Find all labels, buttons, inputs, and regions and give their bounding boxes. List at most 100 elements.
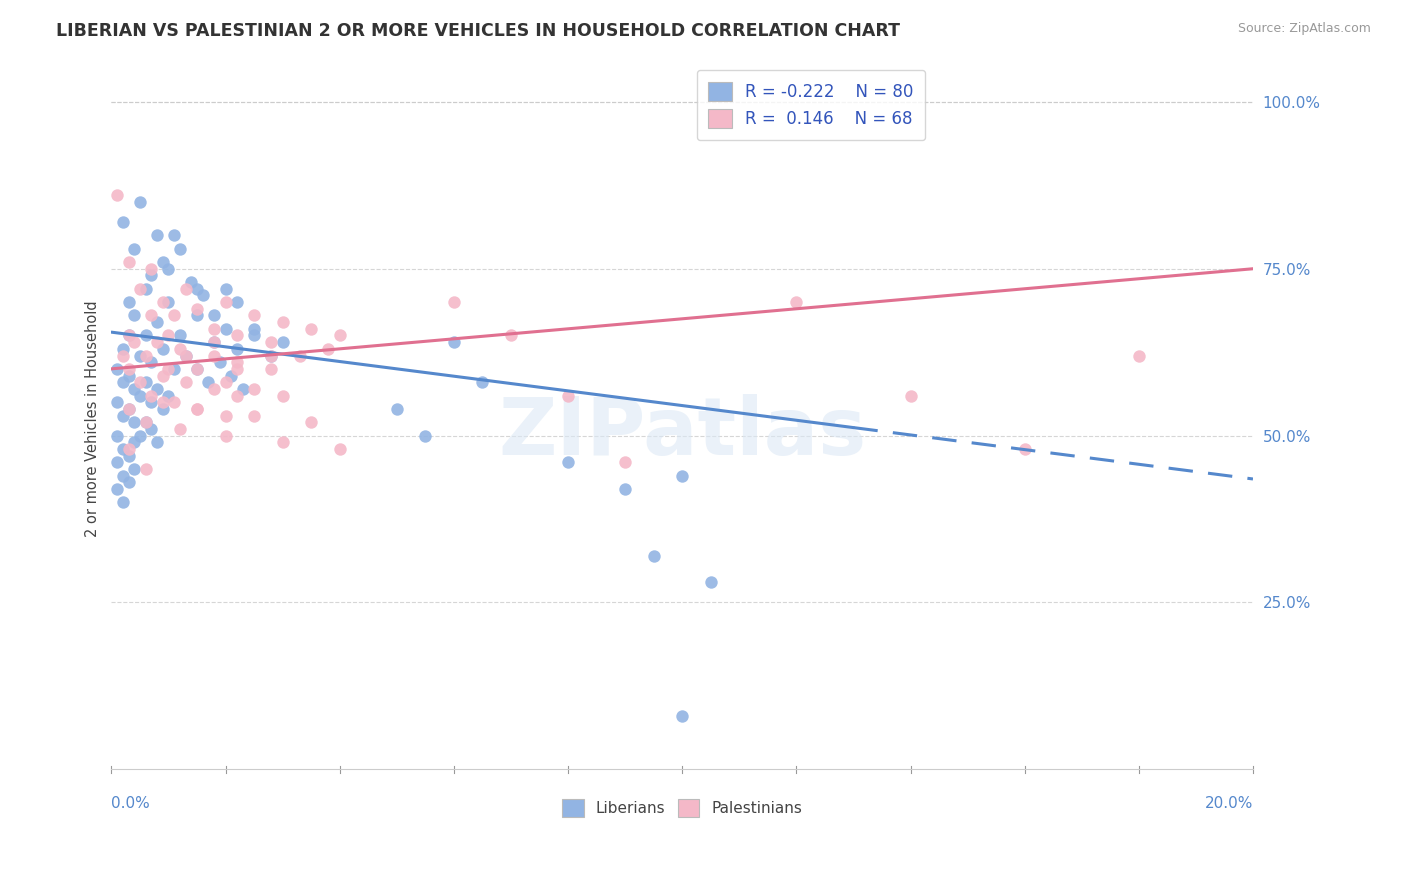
Point [243,322,266,336]
Point [163,362,186,376]
Point [163,395,186,409]
Point [122,309,145,323]
Point [226,328,249,343]
Point [191,288,214,302]
Point [141,422,163,436]
Point [174,375,197,389]
Point [111,409,134,423]
Point [111,468,134,483]
Point [129,282,152,296]
Point [117,475,139,490]
Point [385,401,408,416]
Point [169,342,191,356]
Point [117,362,139,376]
Point [202,382,225,396]
Point [111,375,134,389]
Point [117,401,139,416]
Y-axis label: 2 or more Vehicles in Household: 2 or more Vehicles in Household [86,301,100,537]
Text: LIBERIAN VS PALESTINIAN 2 OR MORE VEHICLES IN HOUSEHOLD CORRELATION CHART: LIBERIAN VS PALESTINIAN 2 OR MORE VEHICL… [56,22,900,40]
Point [214,428,236,442]
Point [271,388,294,402]
Point [671,468,693,483]
Point [117,328,139,343]
Text: 20.0%: 20.0% [1205,796,1253,811]
Legend: Liberians, Palestinians: Liberians, Palestinians [554,792,810,825]
Point [135,415,157,429]
Point [186,362,208,376]
Point [186,401,208,416]
Point [157,362,180,376]
Point [141,395,163,409]
Point [186,401,208,416]
Point [900,388,922,402]
Point [152,401,174,416]
Point [111,342,134,356]
Point [163,309,186,323]
Point [643,549,665,563]
Point [157,388,180,402]
Point [105,395,128,409]
Point [146,382,169,396]
Point [135,415,157,429]
Point [243,309,266,323]
Point [117,442,139,456]
Point [186,309,208,323]
Point [260,335,283,350]
Point [152,295,174,310]
Point [117,255,139,269]
Point [214,322,236,336]
Point [135,375,157,389]
Point [614,482,637,496]
Point [318,342,340,356]
Text: 0.0%: 0.0% [111,796,150,811]
Point [186,301,208,316]
Point [111,349,134,363]
Point [111,495,134,509]
Point [557,388,579,402]
Point [146,335,169,350]
Point [163,228,186,243]
Point [117,368,139,383]
Point [169,242,191,256]
Point [260,349,283,363]
Point [141,388,163,402]
Point [122,335,145,350]
Point [243,382,266,396]
Point [141,261,163,276]
Point [180,275,202,289]
Point [271,435,294,450]
Point [111,442,134,456]
Point [122,435,145,450]
Point [415,428,437,442]
Point [186,282,208,296]
Point [219,368,242,383]
Point [129,194,152,209]
Point [329,328,352,343]
Point [202,335,225,350]
Point [202,322,225,336]
Point [129,388,152,402]
Point [499,328,522,343]
Point [232,382,254,396]
Point [129,375,152,389]
Point [122,242,145,256]
Point [135,282,157,296]
Point [226,342,249,356]
Point [169,328,191,343]
Point [105,188,128,202]
Point [243,409,266,423]
Point [214,375,236,389]
Point [214,295,236,310]
Point [186,362,208,376]
Point [152,255,174,269]
Point [329,442,352,456]
Point [288,349,311,363]
Point [129,349,152,363]
Point [202,349,225,363]
Point [614,455,637,469]
Point [135,349,157,363]
Point [243,328,266,343]
Point [471,375,494,389]
Point [105,482,128,496]
Point [146,435,169,450]
